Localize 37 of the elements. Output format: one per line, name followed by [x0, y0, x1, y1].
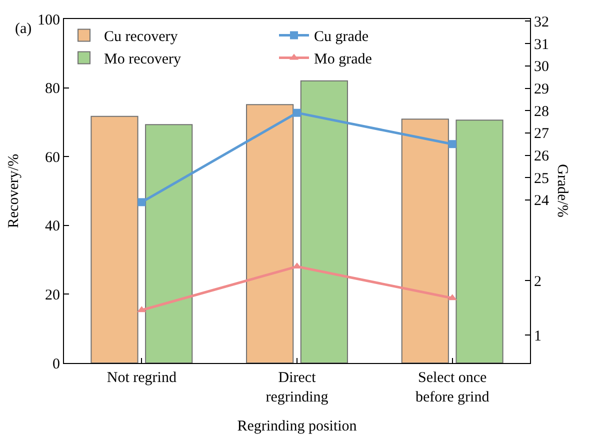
y2-tick-label: 27: [534, 126, 550, 142]
legend-label: Mo grade: [314, 52, 372, 68]
x-tick-label: Select once before grind: [415, 370, 490, 406]
y-tick-label: 40: [45, 218, 60, 235]
bar: [145, 124, 193, 363]
y2-tick-label: 31: [534, 36, 549, 53]
y2-tick-label: 30: [534, 59, 549, 76]
y2-tick-label: 28: [534, 104, 549, 120]
y2-tick-label: 29: [534, 82, 549, 98]
x-tick-label: Direct regrinding: [266, 370, 329, 406]
legend-label: Cu grade: [314, 29, 369, 46]
text: (a): [15, 21, 32, 37]
bar: [456, 120, 504, 363]
point: [138, 198, 146, 206]
y2-axis-title: Grade/%: [554, 164, 570, 218]
point: [448, 140, 456, 148]
y-tick-label: 20: [45, 287, 60, 304]
y-tick-label: 0: [52, 356, 60, 372]
y-axis-title: Recovery/%: [6, 154, 22, 228]
y2-tick-label: 32: [534, 14, 549, 30]
bar: [90, 116, 138, 363]
y2-tick-label: 25: [534, 170, 549, 187]
bar: [300, 80, 348, 363]
bar: [401, 118, 449, 363]
y3-tick-label: 1: [534, 328, 542, 344]
legend-label: Mo recovery: [104, 52, 182, 68]
legend-label: Cu recovery: [104, 29, 178, 46]
y3-tick-label: 2: [534, 274, 542, 290]
y-tick-label: 100: [38, 12, 60, 28]
point: [293, 108, 301, 117]
y-tick-label: 80: [45, 81, 60, 98]
bar: [246, 104, 294, 363]
x-axis-title: Regrinding position: [237, 418, 358, 434]
y2-tick-label: 24: [534, 193, 550, 210]
y-tick-label: 60: [45, 150, 60, 166]
y2-tick-label: 26: [534, 148, 550, 165]
x-tick-label: Not regrind: [106, 370, 177, 386]
